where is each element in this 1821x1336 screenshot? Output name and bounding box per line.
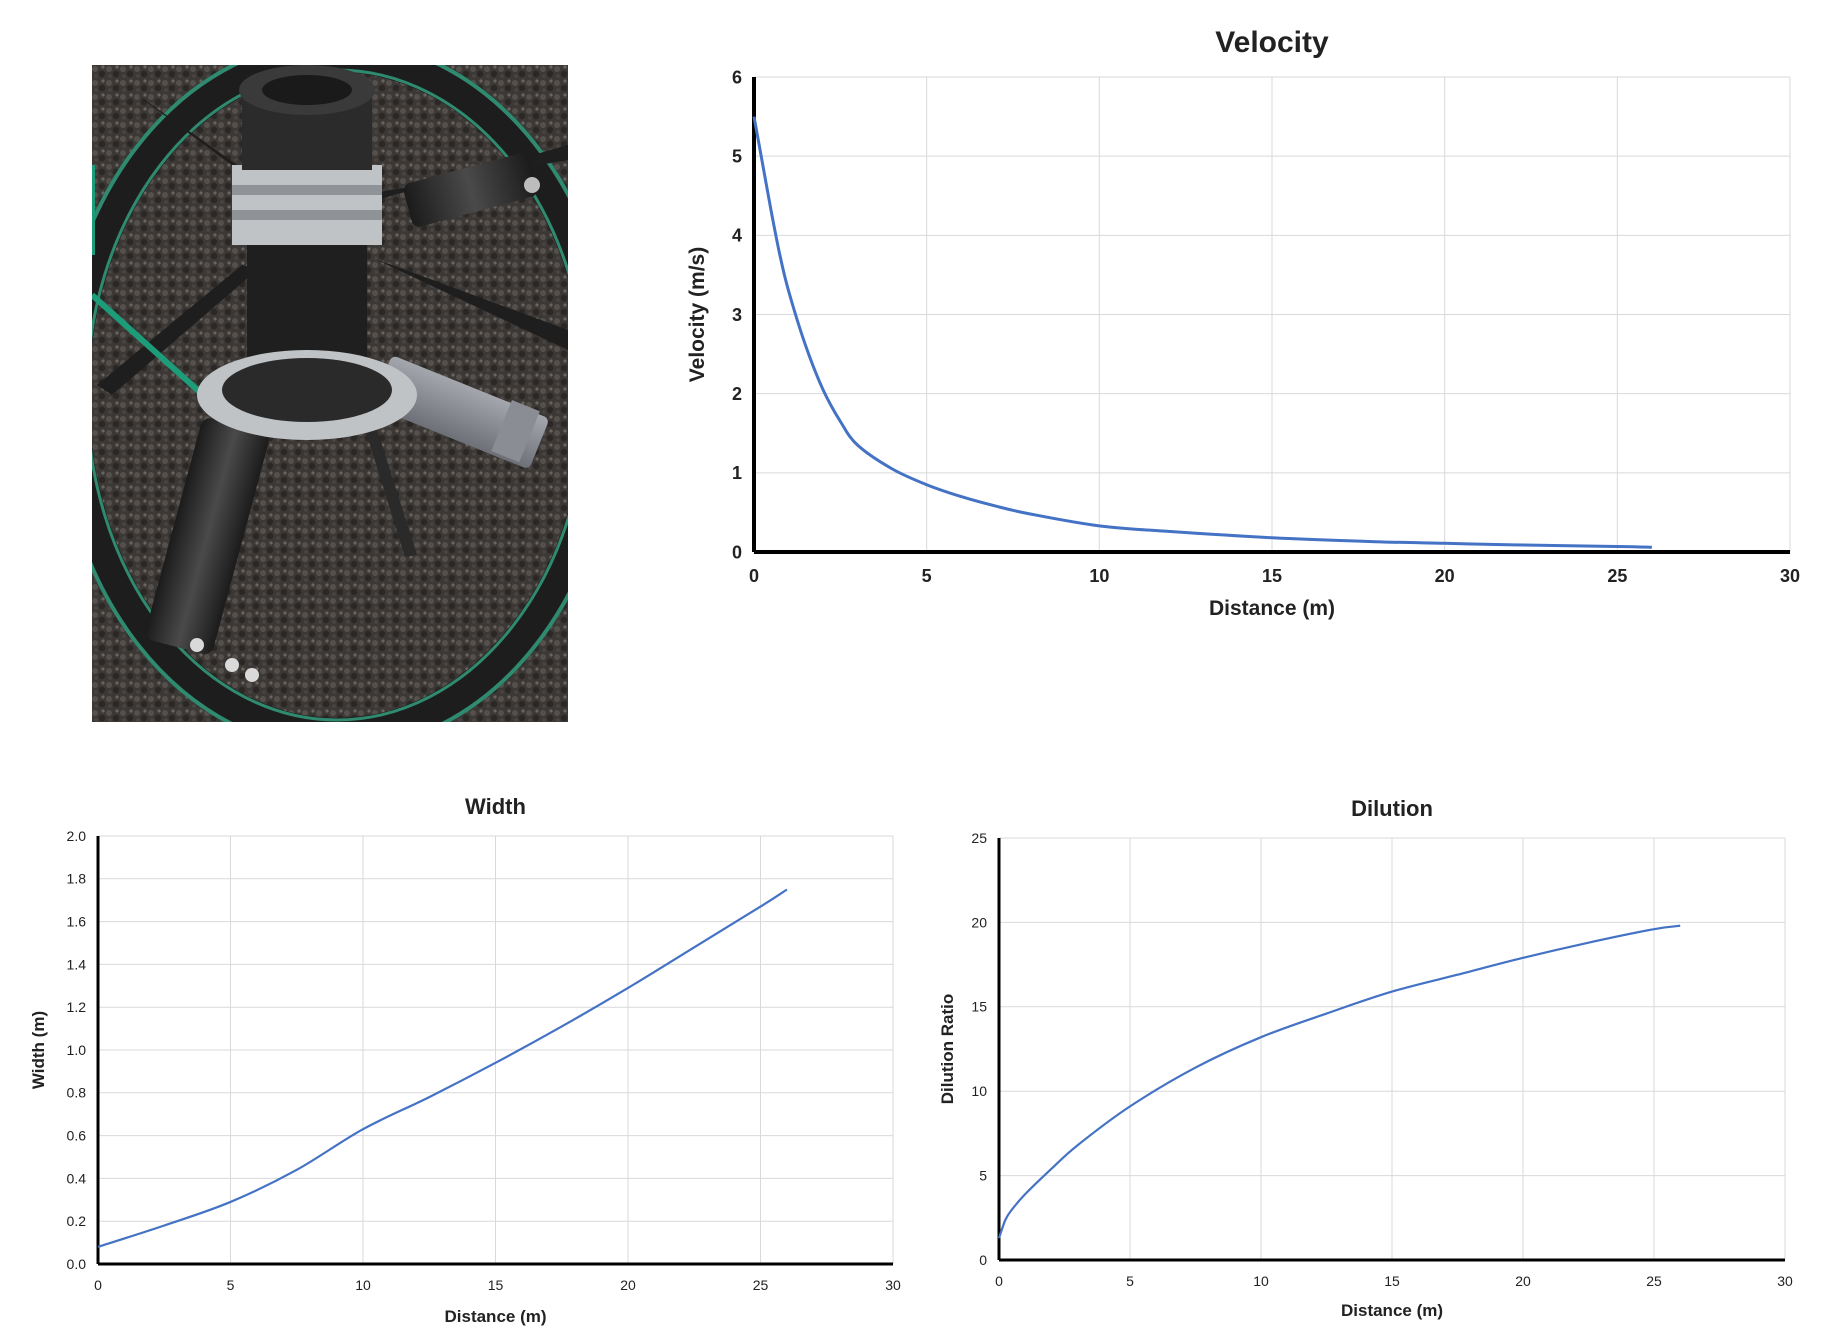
width-y-axis-label: Width (m) — [29, 1011, 48, 1089]
dilution-x-tick-label: 20 — [1515, 1273, 1531, 1289]
width-y-tick-label: 1.6 — [67, 914, 87, 930]
velocity-x-axis-label: Distance (m) — [1209, 597, 1335, 620]
diffuser-photo — [92, 65, 568, 722]
velocity-x-tick-label: 15 — [1262, 566, 1282, 586]
dilution-x-tick-label: 5 — [1126, 1273, 1134, 1289]
velocity-y-tick-label: 3 — [732, 305, 742, 325]
dilution-chart: Dilution 0 5 10 15 20 25 30 0 5 10 15 20 25 Distance (… — [938, 796, 1793, 1320]
width-y-tick-label: 0.8 — [67, 1085, 87, 1101]
width-y-tick-label: 0.2 — [67, 1213, 87, 1229]
dilution-title: Dilution — [1351, 796, 1433, 821]
dilution-y-axis-label: Dilution Ratio — [938, 994, 957, 1104]
width-y-tick-label: 0.4 — [67, 1170, 87, 1186]
velocity-x-tick-label: 25 — [1607, 566, 1627, 586]
width-x-tick-label: 30 — [885, 1277, 901, 1293]
velocity-x-tick-label: 5 — [922, 566, 932, 586]
width-y-tick-label: 1.8 — [67, 871, 87, 887]
width-x-tick-label: 5 — [227, 1277, 235, 1293]
width-y-tick-label: 1.4 — [67, 956, 87, 972]
dilution-y-tick-label: 15 — [971, 999, 987, 1015]
velocity-y-axis-label: Velocity (m/s) — [686, 247, 709, 382]
velocity-series-line — [752, 116, 1652, 549]
width-series-line — [97, 888, 788, 1248]
dilution-y-tick-label: 5 — [979, 1168, 987, 1184]
width-y-tick-label: 1.2 — [67, 999, 87, 1015]
dilution-y-tick-label: 10 — [971, 1083, 987, 1099]
velocity-x-tick-label: 30 — [1780, 566, 1800, 586]
width-x-tick-label: 15 — [488, 1277, 504, 1293]
velocity-y-tick-label: 5 — [732, 146, 742, 166]
width-y-tick-label: 0.6 — [67, 1128, 87, 1144]
velocity-title: Velocity — [1215, 26, 1329, 59]
velocity-x-tick-label: 10 — [1089, 566, 1109, 586]
width-x-tick-label: 20 — [620, 1277, 636, 1293]
dilution-x-tick-label: 10 — [1253, 1273, 1269, 1289]
width-x-tick-label: 0 — [94, 1277, 102, 1293]
dilution-x-tick-label: 15 — [1384, 1273, 1400, 1289]
dilution-series-line — [997, 924, 1681, 1239]
dilution-x-tick-label: 0 — [995, 1273, 1003, 1289]
width-chart: Width 0 5 10 15 20 25 30 0.0 0.2 0.4 0.6 0.8 1.0 1.2 1.… — [29, 794, 901, 1326]
width-y-tick-label: 2.0 — [67, 828, 87, 844]
velocity-chart: Velocity 0 5 10 15 20 25 30 0 1 2 3 4 5 6 Distance (m) V… — [686, 26, 1800, 620]
dilution-x-tick-label: 30 — [1777, 1273, 1793, 1289]
dilution-y-tick-label: 25 — [971, 830, 987, 846]
dilution-x-tick-label: 25 — [1646, 1273, 1662, 1289]
velocity-y-tick-label: 4 — [732, 226, 742, 246]
dilution-y-tick-label: 20 — [971, 914, 987, 930]
width-y-tick-label: 1.0 — [67, 1042, 87, 1058]
velocity-y-tick-label: 2 — [732, 384, 742, 404]
velocity-y-tick-label: 6 — [732, 67, 742, 87]
velocity-y-tick-label: 1 — [732, 463, 742, 483]
velocity-y-tick-label: 0 — [732, 542, 742, 562]
width-y-tick-label: 0.0 — [67, 1256, 87, 1272]
width-x-tick-label: 10 — [355, 1277, 371, 1293]
width-title: Width — [465, 794, 526, 819]
velocity-x-tick-label: 20 — [1435, 566, 1455, 586]
width-x-tick-label: 25 — [753, 1277, 769, 1293]
width-x-axis-label: Distance (m) — [444, 1307, 546, 1326]
dilution-y-tick-label: 0 — [979, 1252, 987, 1268]
dilution-x-axis-label: Distance (m) — [1341, 1301, 1443, 1320]
velocity-x-tick-label: 0 — [749, 566, 759, 586]
